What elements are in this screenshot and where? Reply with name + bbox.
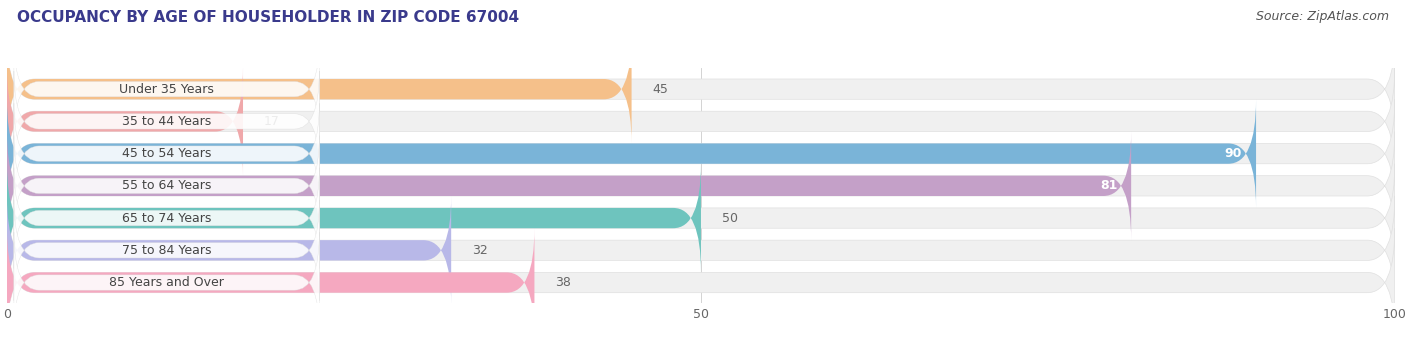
Text: 75 to 84 Years: 75 to 84 Years bbox=[122, 244, 211, 257]
FancyBboxPatch shape bbox=[14, 71, 319, 172]
FancyBboxPatch shape bbox=[7, 67, 243, 176]
Text: 65 to 74 Years: 65 to 74 Years bbox=[122, 211, 211, 225]
FancyBboxPatch shape bbox=[7, 132, 1132, 240]
Text: 90: 90 bbox=[1225, 147, 1241, 160]
FancyBboxPatch shape bbox=[14, 168, 319, 268]
FancyBboxPatch shape bbox=[7, 196, 1395, 305]
FancyBboxPatch shape bbox=[7, 99, 1395, 208]
FancyBboxPatch shape bbox=[7, 196, 451, 305]
Text: 55 to 64 Years: 55 to 64 Years bbox=[122, 179, 211, 192]
FancyBboxPatch shape bbox=[14, 135, 319, 236]
Text: 38: 38 bbox=[555, 276, 571, 289]
FancyBboxPatch shape bbox=[7, 132, 1395, 240]
Text: Under 35 Years: Under 35 Years bbox=[120, 83, 214, 95]
FancyBboxPatch shape bbox=[14, 39, 319, 139]
FancyBboxPatch shape bbox=[7, 99, 1256, 208]
Text: 32: 32 bbox=[472, 244, 488, 257]
FancyBboxPatch shape bbox=[7, 35, 631, 144]
Text: 85 Years and Over: 85 Years and Over bbox=[110, 276, 224, 289]
Text: Source: ZipAtlas.com: Source: ZipAtlas.com bbox=[1256, 10, 1389, 23]
Text: 17: 17 bbox=[264, 115, 280, 128]
FancyBboxPatch shape bbox=[14, 103, 319, 204]
Text: 45 to 54 Years: 45 to 54 Years bbox=[122, 147, 211, 160]
FancyBboxPatch shape bbox=[7, 164, 702, 272]
Text: OCCUPANCY BY AGE OF HOUSEHOLDER IN ZIP CODE 67004: OCCUPANCY BY AGE OF HOUSEHOLDER IN ZIP C… bbox=[17, 10, 519, 25]
Text: 81: 81 bbox=[1099, 179, 1118, 192]
FancyBboxPatch shape bbox=[7, 228, 1395, 337]
FancyBboxPatch shape bbox=[14, 200, 319, 301]
Text: 50: 50 bbox=[721, 211, 738, 225]
FancyBboxPatch shape bbox=[7, 164, 1395, 272]
Text: 35 to 44 Years: 35 to 44 Years bbox=[122, 115, 211, 128]
FancyBboxPatch shape bbox=[7, 228, 534, 337]
FancyBboxPatch shape bbox=[14, 232, 319, 333]
Text: 45: 45 bbox=[652, 83, 668, 95]
FancyBboxPatch shape bbox=[7, 35, 1395, 144]
FancyBboxPatch shape bbox=[7, 67, 1395, 176]
